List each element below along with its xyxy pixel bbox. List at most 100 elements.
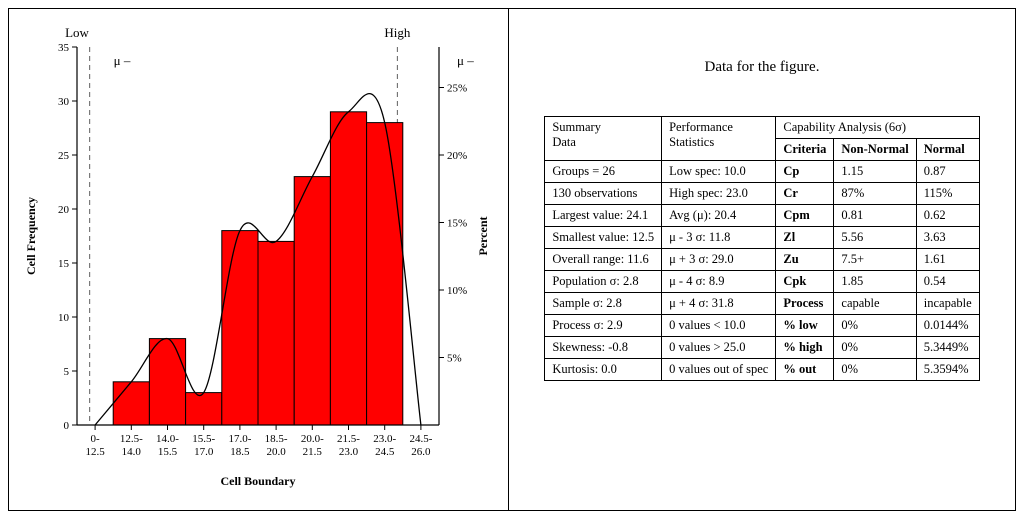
svg-text:14.0: 14.0 [122,446,142,458]
svg-text:Low: Low [65,25,89,40]
svg-text:High: High [384,25,411,40]
histogram-chart: Low High μ – μ – 0 5 10 15 20 25 30 35 5% 10% 15% 20% 25… [19,19,498,499]
th-normal: Normal [916,139,979,161]
table-cell: Groups = 26 [545,161,662,183]
svg-text:14.0-: 14.0- [156,433,179,445]
table-cell: 0% [834,359,916,381]
svg-text:μ –: μ – [457,53,474,68]
svg-text:12.5-: 12.5- [120,433,143,445]
table-row: Population σ: 2.8μ - 4 σ: 8.9Cpk1.850.54 [545,271,979,293]
svg-text:5%: 5% [447,353,462,365]
svg-text:Cell Frequency: Cell Frequency [24,197,38,275]
svg-text:17.0: 17.0 [194,446,214,458]
table-cell: 87% [834,183,916,205]
svg-text:5: 5 [64,366,70,378]
svg-text:21.5: 21.5 [303,446,323,458]
table-cell: 0.0144% [916,315,979,337]
table-row: Process σ: 2.90 values < 10.0% low0%0.01… [545,315,979,337]
table-cell: Population σ: 2.8 [545,271,662,293]
svg-text:15%: 15% [447,218,467,230]
table-cell: Low spec: 10.0 [662,161,776,183]
table-cell: μ - 4 σ: 8.9 [662,271,776,293]
svg-text:18.5: 18.5 [230,446,250,458]
svg-text:23.0-: 23.0- [373,433,396,445]
table-cell: High spec: 23.0 [662,183,776,205]
table-cell: Cpm [776,205,834,227]
th-criteria: Criteria [776,139,834,161]
table-cell: μ + 4 σ: 31.8 [662,293,776,315]
svg-text:21.5-: 21.5- [337,433,360,445]
table-cell: Cr [776,183,834,205]
svg-text:17.0-: 17.0- [228,433,251,445]
table-cell: 130 observations [545,183,662,205]
svg-text:0: 0 [64,420,70,432]
table-cell: Kurtosis: 0.0 [545,359,662,381]
stats-table: Summary Data Performance Statistics Capa… [544,116,979,381]
figure-container: Low High μ – μ – 0 5 10 15 20 25 30 35 5% 10% 15% 20% 25… [8,8,1016,511]
data-panel: Data for the figure. Summary Data Perfor… [509,9,1015,510]
table-cell: 5.56 [834,227,916,249]
table-cell: Smallest value: 12.5 [545,227,662,249]
svg-text:μ –: μ – [114,53,131,68]
table-cell: Overall range: 11.6 [545,249,662,271]
svg-text:30: 30 [58,96,70,108]
svg-text:20.0: 20.0 [266,446,286,458]
svg-text:Percent: Percent [476,216,490,255]
svg-text:26.0: 26.0 [411,446,431,458]
table-row: Overall range: 11.6μ + 3 σ: 29.0Zu7.5+1.… [545,249,979,271]
table-cell: Skewness: -0.8 [545,337,662,359]
table-cell: μ + 3 σ: 29.0 [662,249,776,271]
svg-text:15.5: 15.5 [158,446,178,458]
table-cell: μ - 3 σ: 11.8 [662,227,776,249]
table-cell: 0.87 [916,161,979,183]
svg-text:20: 20 [58,204,70,216]
table-row: Skewness: -0.80 values > 25.0% high0%5.3… [545,337,979,359]
table-cell: 0% [834,315,916,337]
svg-text:20.0-: 20.0- [301,433,324,445]
svg-text:15: 15 [58,258,70,270]
svg-text:24.5: 24.5 [375,446,395,458]
svg-text:18.5-: 18.5- [265,433,288,445]
table-cell: Cp [776,161,834,183]
th-performance: Performance Statistics [662,117,776,161]
table-row: Largest value: 24.1Avg (μ): 20.4Cpm0.810… [545,205,979,227]
table-cell: % high [776,337,834,359]
svg-text:25: 25 [58,150,70,162]
table-cell: 3.63 [916,227,979,249]
th-summary: Summary Data [545,117,662,161]
table-cell: 1.61 [916,249,979,271]
table-cell: Process [776,293,834,315]
table-cell: 0.62 [916,205,979,227]
svg-text:23.0: 23.0 [339,446,359,458]
table-cell: % low [776,315,834,337]
svg-text:10%: 10% [447,285,467,297]
th-capability: Capability Analysis (6σ) [776,117,979,139]
table-cell: 0 values > 25.0 [662,337,776,359]
table-cell: 0% [834,337,916,359]
svg-text:35: 35 [58,42,70,54]
svg-text:10: 10 [58,312,70,324]
table-cell: incapable [916,293,979,315]
table-cell: capable [834,293,916,315]
svg-text:25%: 25% [447,83,467,95]
table-row: Sample σ: 2.8μ + 4 σ: 31.8Processcapable… [545,293,979,315]
table-row: Kurtosis: 0.00 values out of spec% out0%… [545,359,979,381]
table-cell: 115% [916,183,979,205]
table-cell: 1.15 [834,161,916,183]
table-cell: 7.5+ [834,249,916,271]
table-cell: 1.85 [834,271,916,293]
table-cell: Cpk [776,271,834,293]
th-nonnormal: Non-Normal [834,139,916,161]
table-cell: % out [776,359,834,381]
table-row: Smallest value: 12.5μ - 3 σ: 11.8Zl5.563… [545,227,979,249]
table-row: 130 observationsHigh spec: 23.0Cr87%115% [545,183,979,205]
table-cell: Sample σ: 2.8 [545,293,662,315]
table-row: Groups = 26Low spec: 10.0Cp1.150.87 [545,161,979,183]
table-cell: 0.81 [834,205,916,227]
table-cell: 5.3449% [916,337,979,359]
table-cell: 5.3594% [916,359,979,381]
table-cell: Process σ: 2.9 [545,315,662,337]
table-cell: 0.54 [916,271,979,293]
svg-text:20%: 20% [447,150,467,162]
chart-panel: Low High μ – μ – 0 5 10 15 20 25 30 35 5% 10% 15% 20% 25… [9,9,509,510]
